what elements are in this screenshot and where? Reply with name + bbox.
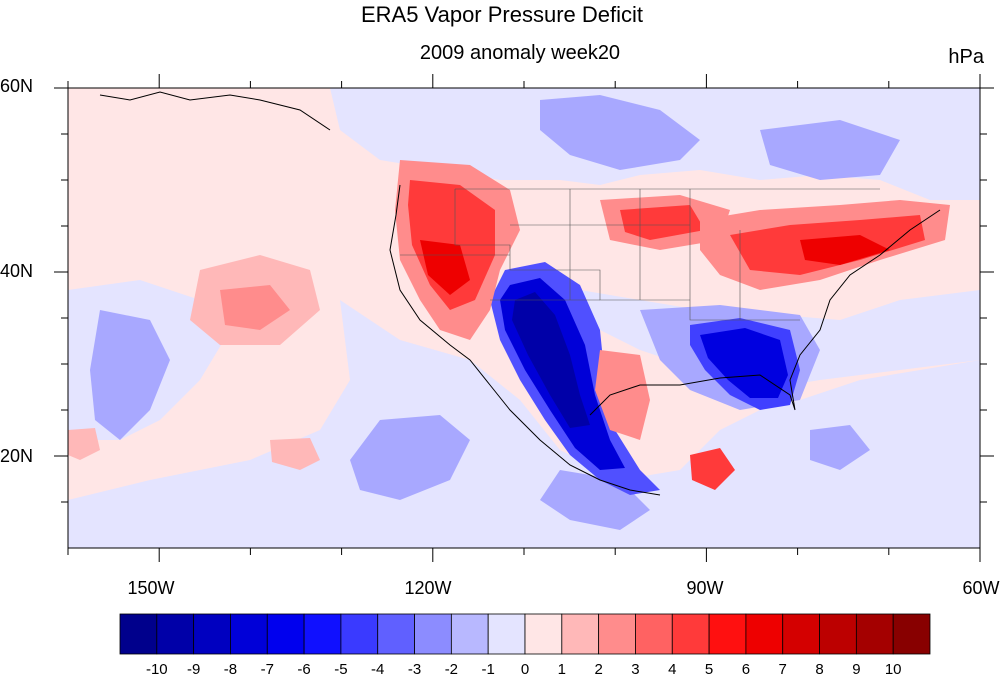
colorbar-label: -3	[407, 661, 422, 678]
colorbar-swatch	[708, 613, 747, 655]
units-label: hPa	[948, 46, 984, 68]
colorbar-swatch	[450, 613, 489, 655]
colorbar-swatch	[487, 613, 526, 655]
colorbar-label: -5	[334, 661, 348, 678]
colorbar-label: -4	[371, 661, 385, 678]
lon-label-90w: 90W	[686, 578, 724, 598]
axis-ticks	[54, 74, 994, 562]
strong-negative-southwest	[490, 262, 660, 495]
colorbar-label: -6	[297, 661, 311, 678]
colorbar-swatch	[119, 613, 158, 655]
colorbar-label: -7	[260, 661, 274, 678]
colorbar-swatch	[266, 613, 305, 655]
colorbar-swatch	[598, 613, 636, 655]
colorbar-label: 6	[741, 661, 751, 678]
lat-label-20n: 20N	[0, 446, 34, 466]
colorbar-swatch	[819, 613, 857, 655]
colorbar	[119, 613, 931, 655]
colorbar-swatch	[855, 613, 894, 655]
colorbar-label: -2	[444, 661, 459, 678]
map-title: ERA5 Vapor Pressure Deficit	[360, 2, 644, 27]
strong-negative-southeast	[690, 318, 800, 410]
colorbar-swatch	[524, 613, 563, 655]
colorbar-label: 4	[668, 661, 677, 678]
colorbar-label: 5	[704, 661, 714, 678]
lon-label-150w: 150W	[127, 578, 175, 598]
colorbar-swatch	[377, 613, 415, 655]
colorbar-swatch	[414, 613, 452, 655]
anomaly-field	[68, 88, 980, 548]
colorbar-label: 8	[815, 661, 824, 678]
lat-label-40n: 40N	[0, 261, 34, 281]
colorbar-swatch	[635, 613, 673, 655]
lat-label-60n: 60N	[0, 76, 34, 96]
colorbar-swatch	[303, 613, 342, 655]
colorbar-label: 3	[631, 661, 640, 678]
map-subtitle: 2009 anomaly week20	[419, 42, 621, 64]
colorbar-label: 0	[520, 661, 530, 678]
colorbar-swatch	[156, 613, 195, 655]
colorbar-swatch	[340, 613, 379, 655]
coastlines	[99, 91, 941, 496]
colorbar-swatch	[561, 613, 600, 655]
colorbar-label: 7	[778, 661, 787, 678]
positive-regions	[68, 160, 950, 490]
lon-label-60w: 60W	[962, 578, 1000, 598]
political-boundaries	[400, 188, 880, 321]
colorbar-label: -1	[481, 661, 495, 678]
colorbar-label: 1	[557, 661, 566, 678]
colorbar-label: 2	[594, 661, 603, 678]
colorbar-label: -10	[145, 661, 168, 678]
colorbar-swatch	[745, 613, 784, 655]
colorbar-label: 10	[884, 661, 902, 678]
colorbar-swatch	[671, 613, 710, 655]
colorbar-swatch	[782, 613, 820, 655]
colorbar-swatch	[892, 613, 931, 655]
colorbar-label: 9	[852, 661, 861, 678]
colorbar-label: -8	[223, 661, 238, 678]
colorbar-label: -9	[186, 661, 201, 678]
colorbar-swatch	[230, 613, 268, 655]
lon-label-120w: 120W	[404, 578, 452, 598]
colorbar-swatch	[193, 613, 231, 655]
